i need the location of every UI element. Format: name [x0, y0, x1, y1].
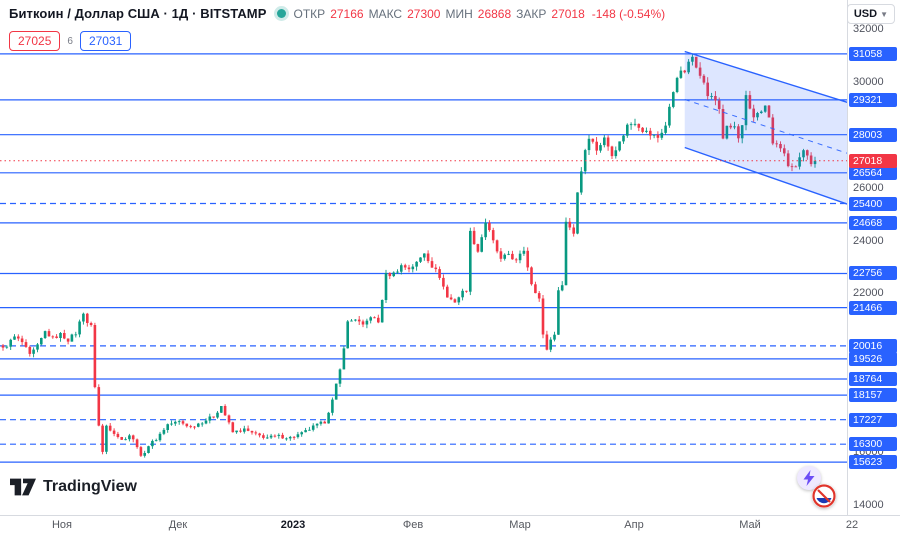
price-tick-label: 32000: [853, 23, 884, 35]
price-level-badge: 18157: [849, 388, 897, 403]
price-level-badge: 17227: [849, 412, 897, 427]
current-price-badge: 27018: [849, 153, 897, 168]
price-level-badge: 26564: [849, 165, 897, 180]
time-axis[interactable]: Ноя Дек 2023 Фев Мар Апр Май 22: [0, 515, 900, 536]
symbol-title[interactable]: Биткоин / Доллар США · 1Д · BITSTAMP: [9, 6, 267, 21]
chevron-down-icon: ▼: [880, 9, 888, 19]
time-axis-label: Апр: [624, 519, 644, 531]
time-axis-label: 2023: [280, 519, 306, 531]
price-level-badge: 28003: [849, 127, 897, 142]
price-level-badge: 16300: [849, 437, 897, 452]
time-axis-label: Ноя: [51, 519, 73, 531]
time-axis-label: Май: [739, 519, 761, 531]
price-axis[interactable]: 32000 30000 26000 24000 22000 16000 14000 31058…: [847, 0, 900, 515]
lightning-bolt-icon: [803, 470, 815, 486]
price-level-badge: 25400: [849, 196, 897, 211]
price-level-badge: 21466: [849, 300, 897, 315]
price-level-badge: 20016: [849, 338, 897, 353]
tradingview-wordmark: TradingView: [43, 478, 137, 495]
price-level-badge: 22756: [849, 266, 897, 281]
open-label: ОТКР: [293, 6, 326, 21]
price-level-badge: 19526: [849, 351, 897, 366]
red-blue-circle-icon: [812, 484, 836, 508]
time-axis-label: Дек: [168, 519, 188, 531]
high-value: 27300: [407, 6, 441, 21]
price-tick-label: 30000: [853, 75, 884, 88]
low-label: МИН: [445, 6, 473, 21]
tradingview-logo-icon: [10, 478, 36, 496]
price-plot[interactable]: [0, 0, 847, 515]
price-tick-label: 14000: [853, 499, 884, 511]
bid-price-button[interactable]: 27025: [9, 31, 61, 51]
price-level-badge: 31058: [849, 46, 897, 61]
price-tick-label: 22000: [853, 287, 884, 300]
close-label: ЗАКР: [516, 6, 547, 21]
price-level-badge: 29321: [849, 92, 897, 107]
time-axis-label: Фев: [402, 519, 424, 531]
time-axis-label: 22: [845, 519, 859, 531]
tradingview-logo[interactable]: TradingView: [10, 477, 137, 497]
price-tick-label: 24000: [853, 234, 884, 247]
price-level-badge: 15623: [849, 455, 897, 470]
currency-label: USD: [853, 8, 878, 20]
close-value: 27018: [551, 6, 585, 21]
open-value: 27166: [330, 6, 364, 21]
currency-dropdown-button[interactable]: USD ▼: [846, 4, 895, 24]
price-tick-label: 26000: [853, 181, 884, 194]
red-blue-badge-icon[interactable]: [812, 484, 836, 508]
bid-ask-quotes: 27025 6 27031: [9, 31, 132, 51]
symbol-legend: Биткоин / Доллар США · 1Д · BITSTAMP ОТК…: [9, 6, 665, 21]
price-level-badge: 24668: [849, 215, 897, 230]
spread-value: 6: [67, 35, 73, 47]
market-status-dot-icon[interactable]: [276, 9, 286, 18]
change-value: -148 (-0.54%): [591, 6, 666, 21]
low-value: 26868: [477, 6, 512, 21]
ohlc-readout: ОТКР 27166 МАКС 27300 МИН 26868 ЗАКР 270…: [294, 7, 666, 21]
high-label: МАКС: [368, 6, 403, 21]
time-axis-label: Мар: [509, 519, 531, 531]
price-level-badge: 18764: [849, 372, 897, 387]
ask-price-button[interactable]: 27031: [79, 31, 132, 51]
